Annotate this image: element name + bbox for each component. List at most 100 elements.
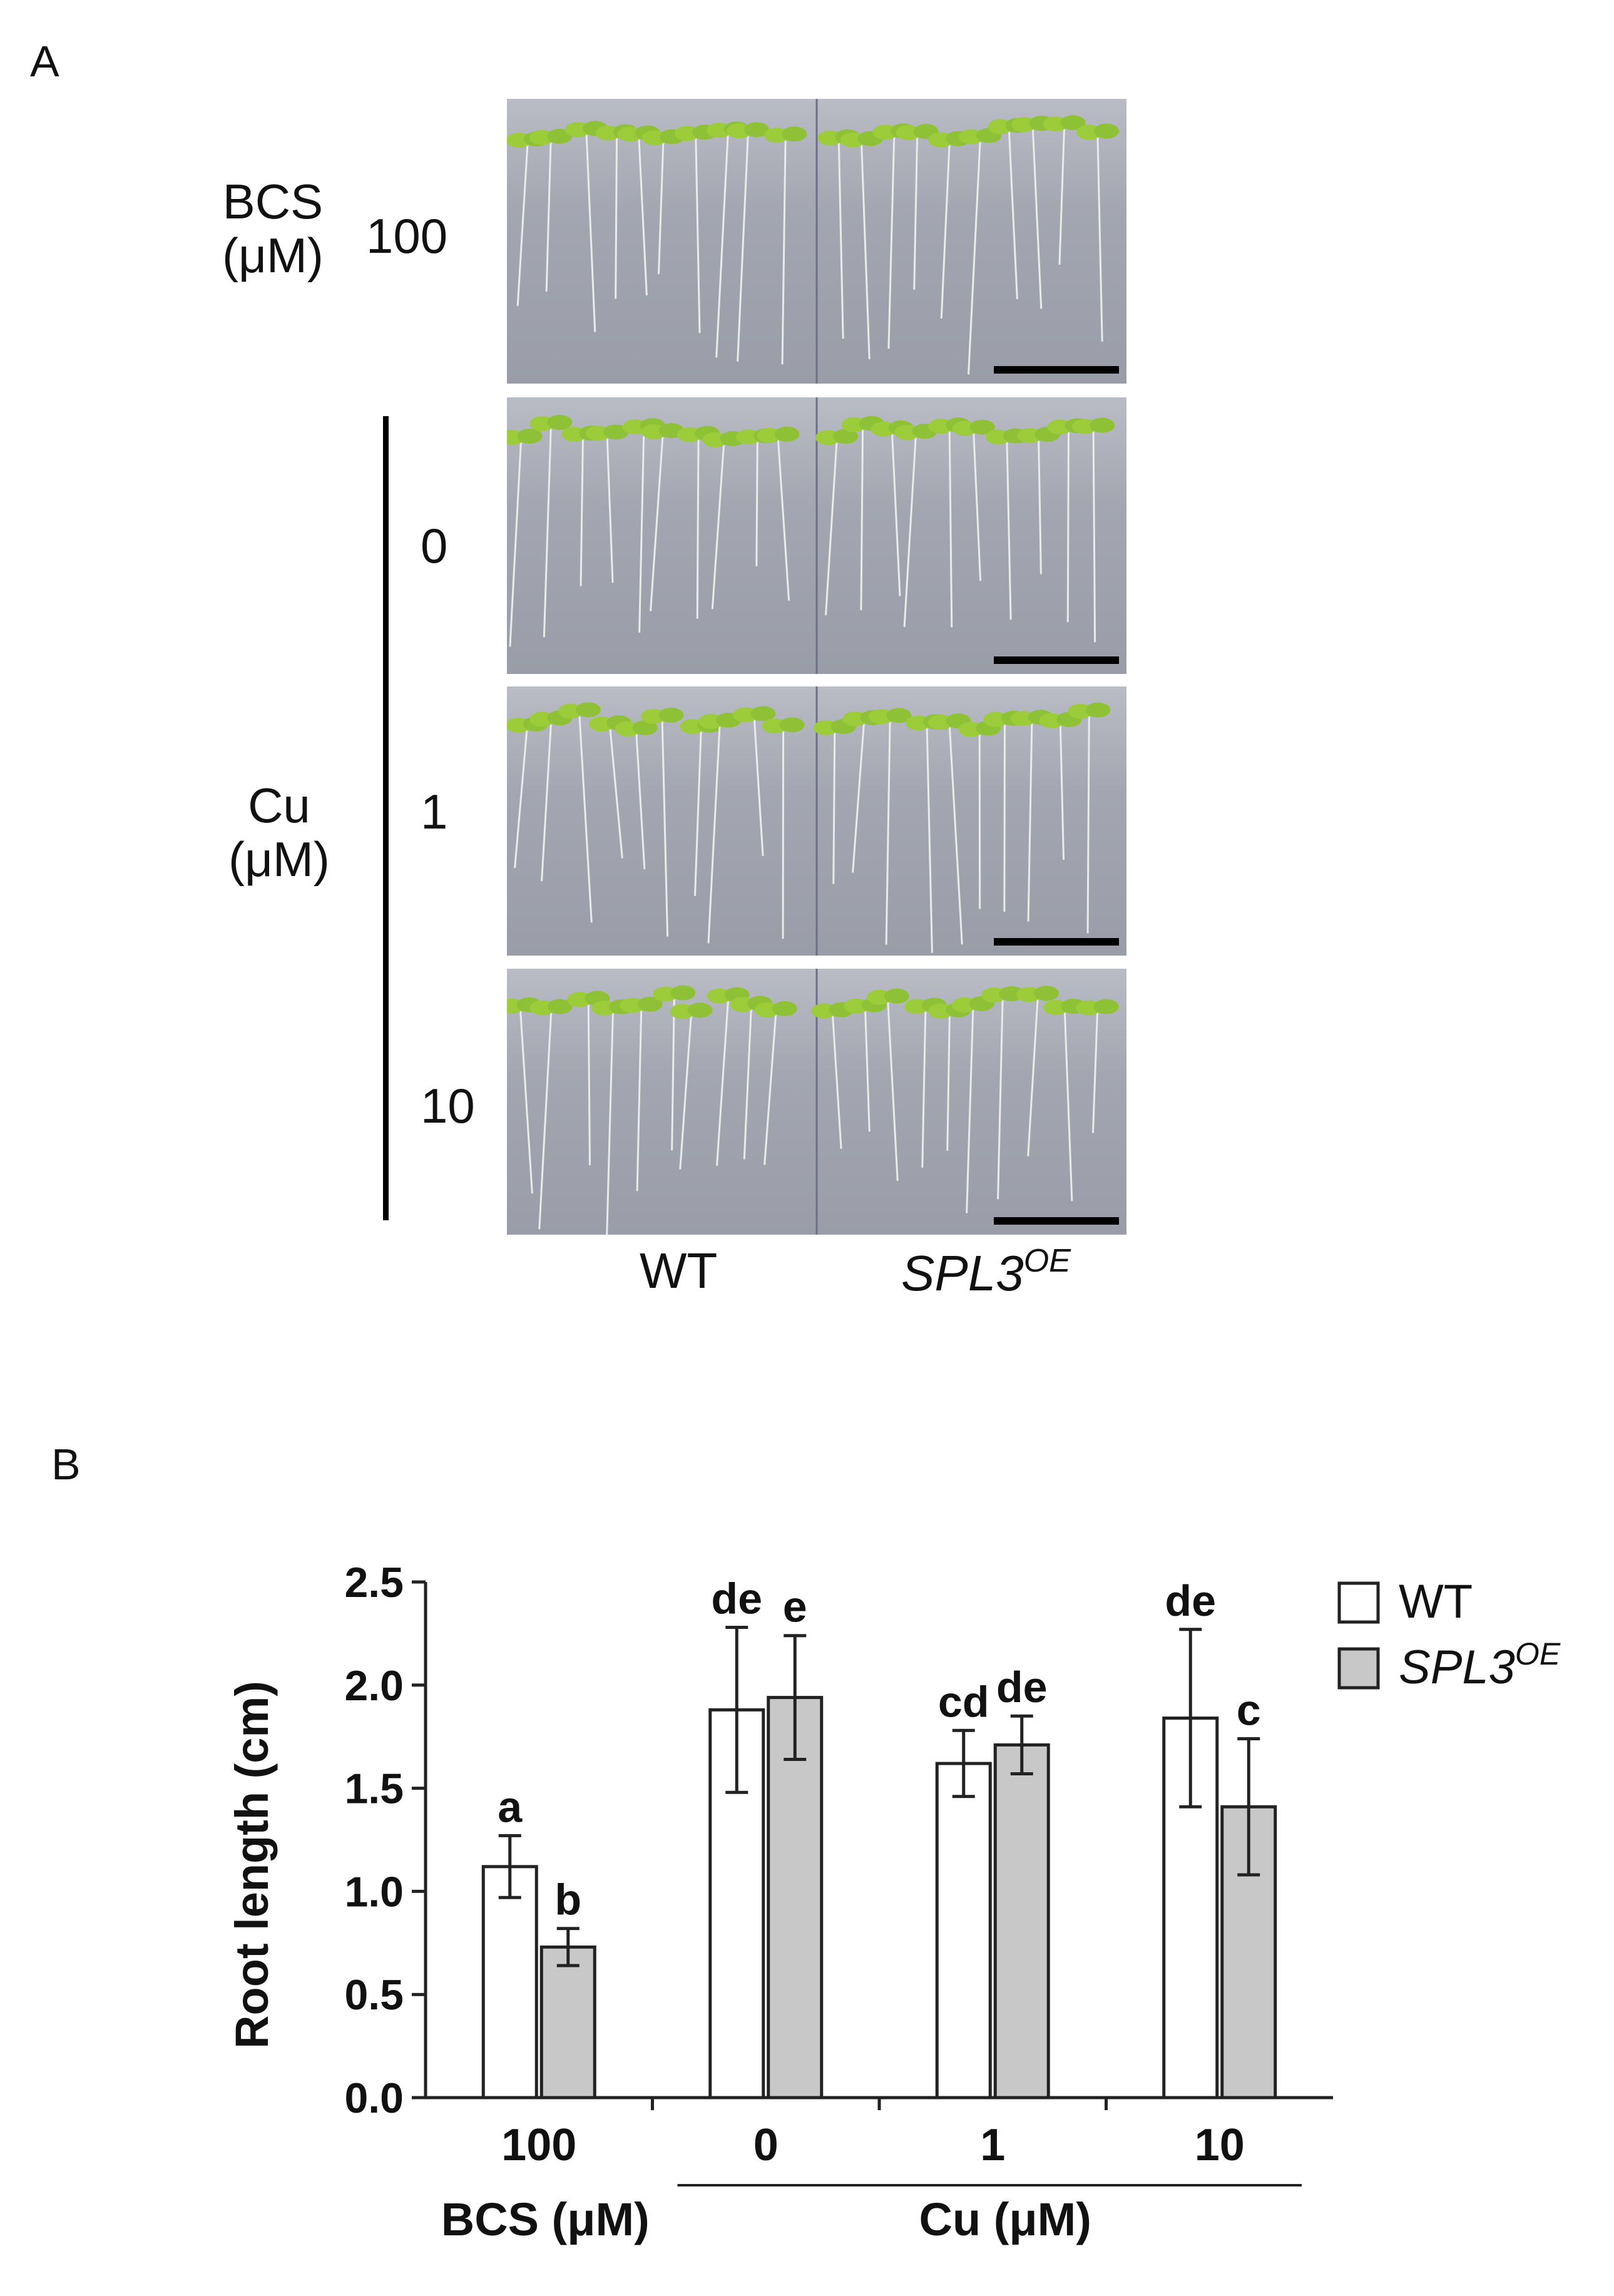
bcs-label-line1: BCS <box>222 174 324 229</box>
cotyledon <box>750 706 776 722</box>
genotype-spl3-sup: OE <box>1023 1243 1071 1279</box>
genotype-spl3-text: SPL3 <box>901 1245 1024 1301</box>
seedling-root <box>832 731 836 884</box>
seedling-root <box>1038 439 1042 574</box>
bar <box>993 1743 1050 2100</box>
significance-letter: c <box>1237 1685 1261 1734</box>
seedling-root <box>585 133 596 332</box>
cu-label-line1: Cu <box>248 778 310 833</box>
seedling-root <box>1027 722 1033 922</box>
seedling-root <box>715 134 729 358</box>
seedling-root <box>824 441 838 616</box>
cotyledon <box>637 996 663 1012</box>
seedling-root <box>587 1003 591 1166</box>
cu-group-bracket <box>383 416 389 1220</box>
seedling-root <box>638 138 648 296</box>
seedling-root <box>516 144 529 307</box>
y-axis-label: Root length (cm) <box>226 1681 278 2049</box>
cotyledon <box>833 429 859 444</box>
seedling-root <box>887 136 896 349</box>
cotyledon <box>1093 999 1119 1014</box>
seedling-root <box>861 143 871 360</box>
cotyledon <box>774 426 800 442</box>
seedling-root <box>743 1008 752 1160</box>
seedling-root <box>913 136 919 290</box>
seedling-root <box>973 432 982 581</box>
significance-letter: e <box>783 1583 807 1631</box>
seedling-root <box>887 1001 899 1181</box>
seedling-root <box>580 438 584 586</box>
seedling-root <box>519 1009 533 1194</box>
scale-bar <box>994 656 1119 664</box>
y-tick-label: 2.5 <box>344 1559 404 1606</box>
cotyledon <box>744 122 770 138</box>
bar <box>935 1762 992 2100</box>
cotyledon <box>547 128 573 144</box>
seedling-root <box>696 438 700 619</box>
seedling-root <box>707 725 721 944</box>
seedling-root <box>615 136 618 299</box>
seedling-root <box>1006 441 1012 620</box>
cotyledon <box>603 424 629 440</box>
seedling-root <box>948 430 953 628</box>
cu-value-10: 10 <box>421 1078 475 1133</box>
cotyledon <box>1060 115 1086 131</box>
seedling-root <box>609 727 623 859</box>
seedling-root <box>753 718 764 856</box>
scale-bar <box>994 938 1119 946</box>
seedling-root <box>545 141 552 292</box>
significance-letter: cd <box>938 1677 989 1726</box>
seedling-root <box>578 715 593 923</box>
cotyledon <box>1085 702 1111 718</box>
seedling-root <box>966 1008 974 1213</box>
group-label-bcs: BCS (μM) <box>441 2193 650 2245</box>
cotyledon <box>1090 417 1115 433</box>
x-category-label: 0 <box>753 2120 779 2170</box>
seedling-root <box>837 141 844 339</box>
seedling-root <box>864 1009 871 1132</box>
seedling-root <box>1092 430 1096 643</box>
seedling-root <box>737 135 749 362</box>
seedling-root <box>921 1010 927 1168</box>
genotype-spl3-label: SPL3OE <box>901 1242 1071 1302</box>
scale-bar <box>994 366 1119 374</box>
seedling-root <box>948 725 963 945</box>
significance-letter: de <box>1165 1576 1216 1625</box>
seedling-root <box>543 427 552 638</box>
y-tick-label: 0.5 <box>344 1971 404 2019</box>
bcs-label-line2: (μM) <box>222 227 324 283</box>
y-tick-label: 0.0 <box>344 2074 404 2122</box>
seedling-root <box>1091 1011 1098 1133</box>
seedling-root <box>657 141 665 275</box>
seedling-root <box>903 436 917 628</box>
seedling-root <box>781 139 787 365</box>
significance-letter: a <box>498 1782 523 1831</box>
y-tick-label: 2.0 <box>344 1662 404 1710</box>
scale-bar <box>994 1217 1119 1225</box>
significance-letter: de <box>996 1663 1048 1712</box>
cu-label: Cu (μM) <box>228 778 330 887</box>
seedling-root <box>1031 128 1043 309</box>
seedling-photo-cu-10 <box>507 969 1126 1235</box>
cotyledon <box>575 702 601 718</box>
seedling-root <box>852 722 866 873</box>
genotype-wt-label: WT <box>640 1243 718 1299</box>
seedling-root <box>606 1011 614 1235</box>
seedling-root <box>764 1013 777 1165</box>
cotyledon <box>1093 123 1119 139</box>
seedling-root <box>514 728 528 869</box>
significance-letter: b <box>554 1875 581 1924</box>
seedling-root <box>1003 723 1006 912</box>
seedling-root <box>891 432 901 596</box>
seedling-root <box>716 999 730 1166</box>
cotyledon <box>884 988 909 1004</box>
seedling-photo-cu-1 <box>507 686 1126 956</box>
bcs-label: BCS (μM) <box>222 175 324 283</box>
seedling-root <box>946 1014 951 1151</box>
seedling-root <box>1059 724 1065 860</box>
seedling-root <box>1063 1011 1073 1202</box>
legend-swatch <box>1337 1581 1380 1624</box>
seedling-root <box>1058 128 1066 265</box>
cotyledon <box>772 1001 797 1016</box>
